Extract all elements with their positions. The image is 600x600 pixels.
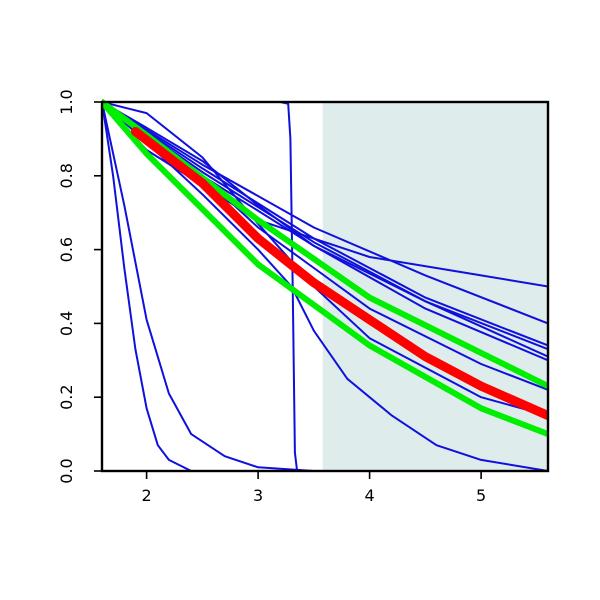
y-tick-label: 0.0 <box>57 458 76 483</box>
x-tick-label: 4 <box>365 486 375 505</box>
series-line-12 <box>102 101 548 472</box>
plot-frame <box>100 100 550 473</box>
y-tick-label: 0.6 <box>57 237 76 262</box>
x-tick-label: 2 <box>142 486 152 505</box>
y-tick-label: 0.4 <box>57 311 76 336</box>
series-line-15 <box>130 127 548 421</box>
y-axis: 0.0 0.2 0.4 0.6 0.8 1.0 <box>57 89 102 484</box>
series-line-9 <box>102 101 548 472</box>
x-tick-label: 5 <box>476 486 486 505</box>
y-tick-label: 0.8 <box>57 163 76 188</box>
series-line-2 <box>102 101 548 325</box>
x-tick-label: 3 <box>253 486 263 505</box>
series-layer <box>102 99 548 472</box>
series-line-11 <box>102 101 548 472</box>
series-line-14 <box>102 99 548 438</box>
x-axis: 2 3 4 5 <box>142 471 486 505</box>
series-line-6 <box>102 101 548 362</box>
shaded-region <box>322 102 548 471</box>
y-tick-label: 0.2 <box>57 384 76 409</box>
series-line-3 <box>102 101 548 347</box>
y-tick-label: 1.0 <box>57 89 76 114</box>
